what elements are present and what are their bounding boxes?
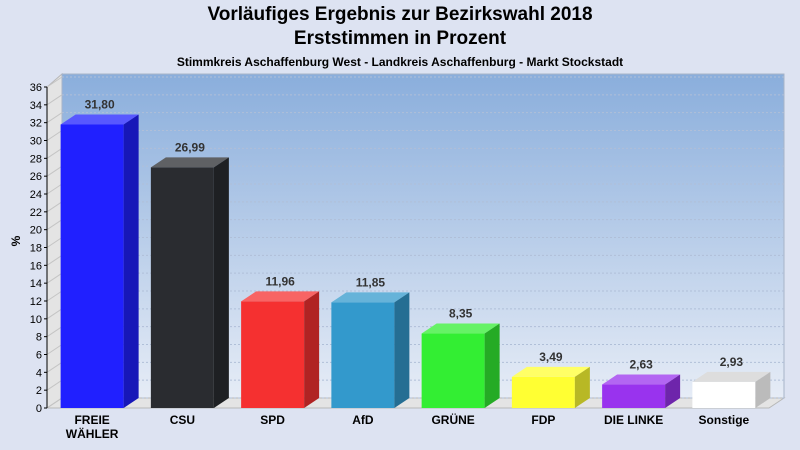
bar-side — [665, 374, 681, 408]
y-tick-label: 32 — [30, 118, 42, 130]
bar-side — [394, 292, 410, 408]
y-tick-label: 34 — [30, 100, 42, 112]
data-label: 26,99 — [175, 140, 205, 154]
plot-left-wall — [46, 72, 63, 409]
bar-top — [60, 114, 139, 125]
y-axis-label: % — [9, 235, 23, 246]
gridline-side — [46, 308, 63, 320]
gridline-side — [46, 237, 63, 248]
bar — [241, 301, 305, 408]
bar-side — [213, 157, 229, 408]
y-tick-label: 10 — [30, 314, 42, 326]
gridline-side — [46, 361, 63, 373]
x-tick-label: GRÜNE — [431, 412, 474, 427]
bar-top — [421, 323, 500, 334]
bar-top — [150, 157, 229, 168]
y-tick-label: 4 — [36, 367, 42, 379]
y-tick-label: 20 — [30, 225, 42, 237]
y-tick-label: 16 — [30, 260, 42, 272]
bar — [692, 381, 756, 408]
bar — [331, 302, 395, 408]
x-tick-label: DIE LINKE — [604, 413, 663, 427]
y-tick-label: 12 — [30, 296, 42, 308]
gridline-side — [46, 201, 63, 213]
x-tick-label: Sonstige — [699, 413, 750, 427]
x-tick-label: AfD — [352, 413, 374, 427]
gridline-side — [46, 76, 63, 88]
bar-top — [241, 291, 320, 302]
bar-top — [602, 374, 681, 385]
y-tick-label: 26 — [30, 171, 42, 183]
y-tick-label: 0 — [36, 403, 42, 415]
bar-top — [511, 366, 590, 377]
gridline-side — [46, 112, 63, 124]
gridline-side — [46, 397, 63, 409]
gridline-side — [46, 254, 63, 266]
data-label: 2,93 — [720, 355, 744, 369]
bar — [421, 333, 485, 408]
data-label: 2,63 — [629, 358, 653, 372]
y-tick-label: 30 — [30, 136, 42, 148]
y-tick-label: 36 — [30, 82, 42, 94]
y-tick-label: 8 — [36, 332, 42, 344]
bars: 31,80 26,99 11,96 11,85 8,35 3,49 2,63 2,93 — [60, 97, 771, 408]
data-label: 31,80 — [85, 97, 115, 111]
bar — [150, 167, 214, 408]
gridline-side — [46, 290, 63, 302]
gridline-side — [46, 326, 63, 338]
bar — [60, 124, 124, 408]
y-tick-label: 18 — [30, 243, 42, 255]
gridline-side — [46, 344, 63, 355]
chart-region-subtitle: Stimmkreis Aschaffenburg West - Landkrei… — [176, 55, 624, 69]
gridline-side — [46, 147, 63, 159]
bar-side — [755, 371, 771, 408]
y-tick-label: 28 — [30, 153, 42, 165]
x-tick-label: SPD — [260, 413, 285, 427]
gridline-side — [46, 272, 63, 284]
x-tick-label: FREIE WÄHLER — [66, 413, 119, 441]
bar-side — [574, 366, 590, 408]
bar-side — [484, 323, 500, 408]
bar-side — [304, 291, 320, 408]
data-label: 11,96 — [265, 274, 295, 288]
bar-top — [331, 292, 410, 303]
gridline-side — [46, 183, 63, 195]
bar — [511, 376, 575, 408]
y-tick-label: 24 — [30, 189, 42, 201]
data-label: 11,85 — [356, 275, 386, 289]
gridline-side — [46, 94, 63, 106]
x-tick-label: FDP — [531, 413, 555, 427]
y-tick-label: 2 — [36, 385, 42, 397]
gridline-side — [46, 219, 63, 231]
bar-top — [692, 371, 771, 382]
bar-side — [123, 114, 139, 408]
y-tick-label: 6 — [36, 350, 42, 362]
y-tick-label: 22 — [30, 207, 42, 219]
x-axis: FREIE WÄHLER CSU SPD AfD GRÜNE FDP DIE LINKE Son… — [66, 412, 750, 441]
x-tick-label: CSU — [170, 413, 195, 427]
bar — [602, 384, 666, 408]
chart-title: Vorläufiges Ergebnis zur Bezirkswahl 201… — [207, 4, 593, 25]
gridline-side — [46, 130, 63, 141]
data-label: 8,35 — [449, 307, 473, 321]
gridline-side — [46, 379, 63, 391]
chart-subtitle: Erststimmen in Prozent — [293, 28, 507, 49]
data-label: 3,49 — [539, 350, 563, 364]
y-tick-label: 14 — [30, 278, 42, 290]
gridline-side — [46, 165, 63, 177]
